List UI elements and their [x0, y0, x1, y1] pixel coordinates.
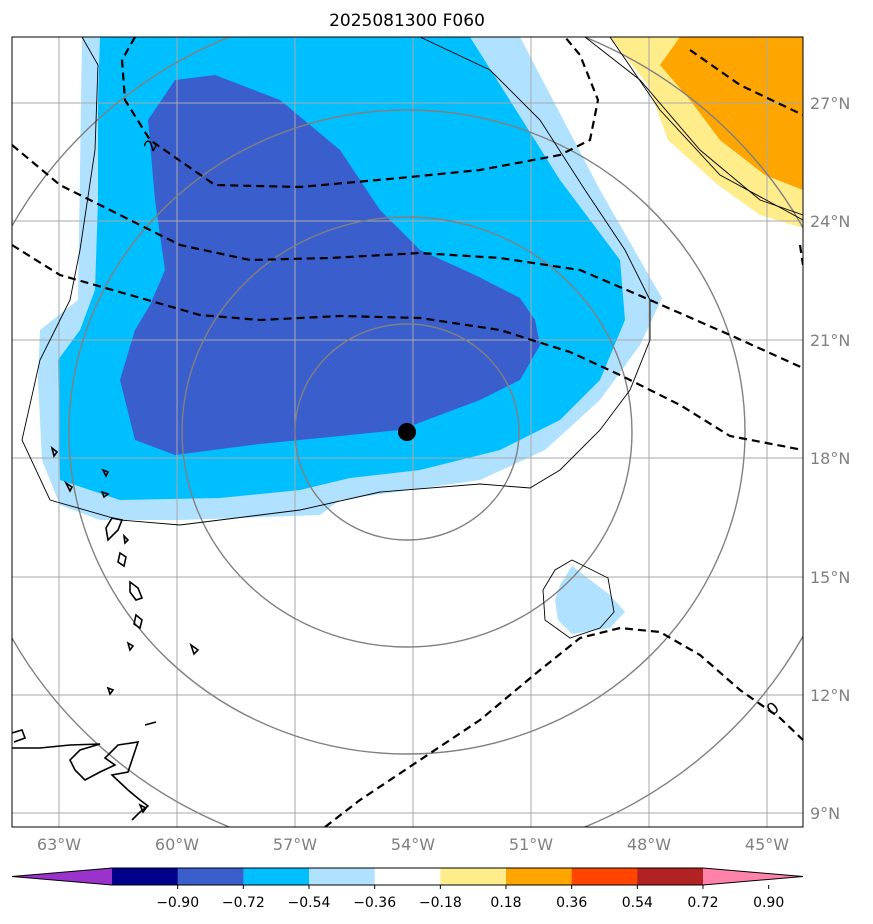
lon-label: 63°W [37, 835, 81, 854]
contour-top-loop [120, 37, 600, 189]
lat-label: 15°N [810, 568, 850, 587]
lat-label: 21°N [810, 331, 850, 350]
range-rings [12, 37, 803, 827]
storm-center-marker [398, 423, 416, 441]
small-hexagon-outline [542, 559, 615, 639]
island-15 [138, 803, 148, 814]
colorbar-tick-label: 0.54 [622, 895, 653, 911]
island-11 [189, 642, 200, 656]
longitude-labels: 63°W 60°W 57°W 54°W 51°W 48°W 45°W [37, 835, 789, 854]
upper-right-outline-2 [609, 37, 803, 221]
range-ring-3 [68, 109, 746, 755]
island-2 [101, 468, 110, 478]
colorbar-segment [374, 868, 441, 885]
lon-label: 60°W [155, 835, 199, 854]
contour-row-2 [12, 244, 803, 452]
lat-label: 24°N [810, 212, 850, 231]
colorbar-segment [177, 868, 244, 885]
anomaly-fill-layer [38, 37, 803, 634]
island-12 [106, 686, 115, 696]
island-9 [133, 613, 143, 630]
colorbar-tick-label: 0.90 [753, 895, 784, 911]
gridlines [12, 37, 803, 827]
island-6 [122, 533, 130, 545]
colorbar-segment [309, 868, 376, 885]
contour-bottom [324, 626, 803, 827]
lon-label: 54°W [391, 835, 435, 854]
colorbar-outline [11, 867, 804, 886]
range-ring-1 [294, 323, 520, 541]
colorbar-tick-label: −0.90 [156, 895, 199, 911]
caribbean-mainland [12, 741, 150, 821]
colorbar-tick-label: −0.18 [419, 895, 462, 911]
range-ring-2 [181, 216, 633, 648]
colorbar-tick-label: 0.72 [687, 895, 718, 911]
colorbar-segment [112, 868, 179, 885]
dashed-contours [12, 37, 803, 827]
island-7 [117, 551, 127, 568]
island-3 [63, 480, 74, 493]
island-8 [129, 580, 144, 601]
colorbar-segment [571, 868, 638, 885]
colorbar-tick-label: −0.54 [288, 895, 331, 911]
cone-outline [21, 37, 651, 526]
lon-label: 57°W [273, 835, 317, 854]
colorbar-tick-label: 0.36 [556, 895, 587, 911]
thin-outlines [21, 37, 803, 639]
colorbar-extend-high [703, 868, 803, 885]
island-13 [144, 721, 157, 726]
map-frame [11, 36, 804, 828]
colorbar-tick-label: 0.18 [490, 895, 521, 911]
colorbar-segment [243, 868, 310, 885]
map-title: 2025081300 F060 [329, 11, 485, 31]
colorbar-segment [637, 868, 704, 885]
contour-top-right [689, 49, 803, 116]
colorbar-segment [506, 868, 573, 885]
island-4 [100, 490, 110, 499]
blue-region [120, 75, 540, 455]
small-light-blue-patch [555, 566, 625, 634]
coastlines [12, 445, 200, 821]
lon-label: 51°W [509, 835, 553, 854]
island-14 [12, 729, 27, 743]
lat-label: 27°N [810, 94, 850, 113]
latitude-labels: 27°N 24°N 21°N 18°N 15°N 12°N 9°N [810, 94, 850, 823]
lat-label: 18°N [810, 449, 850, 468]
lat-label: 9°N [810, 804, 840, 823]
island-10 [126, 641, 135, 652]
colorbar-tick-label: −0.36 [353, 895, 396, 911]
lon-label: 45°W [745, 835, 789, 854]
island-5 [105, 517, 124, 542]
colorbar: −0.90 −0.72 −0.54 −0.36 −0.18 0.18 0.36 0.54 0.7… [11, 867, 804, 911]
island-1 [50, 445, 59, 458]
contour-row-1 [12, 144, 803, 370]
colorbar-tick-label: −0.72 [222, 895, 265, 911]
upper-right-outline [584, 37, 803, 216]
lon-label: 48°W [627, 835, 671, 854]
contour-label-0: 0 [763, 698, 783, 719]
colorbar-extend-low [12, 868, 112, 885]
map-area: 2 0 [12, 37, 803, 827]
colorbar-segment [440, 868, 507, 885]
lat-label: 12°N [810, 686, 850, 705]
